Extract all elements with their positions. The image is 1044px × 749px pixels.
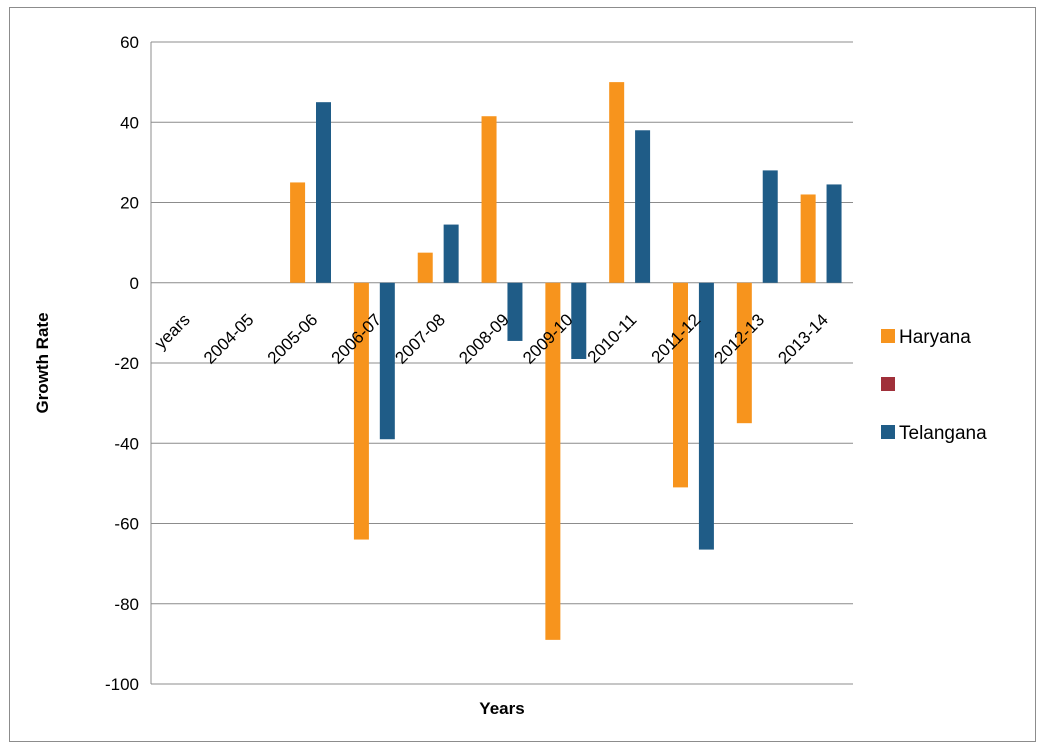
bar-haryana-2010-11 [609, 82, 625, 283]
category-label: 2010-11 [584, 310, 641, 367]
y-axis-title: Growth Rate [33, 312, 52, 413]
y-tick-label: -80 [114, 595, 139, 614]
bar-telangana-2009-10 [571, 282, 587, 359]
bar-telangana-2012-13 [762, 170, 778, 283]
y-tick-label: -40 [114, 434, 139, 453]
x-axis-title: Years [479, 699, 524, 718]
legend-label: Telangana [899, 423, 987, 444]
bar-haryana-2009-10 [545, 282, 561, 640]
bar-haryana-2013-14 [800, 194, 816, 283]
legend-swatch [881, 425, 895, 439]
y-tick-label: -100 [105, 675, 139, 694]
category-labels: years 2004-05 2005-06 2006-07 2007-08 2008-09… [151, 310, 832, 368]
category-label: 2013-14 [774, 310, 832, 368]
category-label: 2004-05 [200, 310, 258, 368]
bar-telangana-2013-14 [826, 184, 842, 283]
legend-swatch [881, 329, 895, 343]
bar-haryana-2011-12 [673, 282, 688, 488]
category-label: 2007-08 [391, 310, 449, 368]
bar-telangana-2007-08 [443, 224, 459, 283]
y-tick-label: 40 [120, 113, 139, 132]
category-label: 2008-09 [455, 310, 513, 368]
bar-haryana-2005-06 [290, 182, 306, 283]
bar-haryana-2012-13 [736, 282, 752, 424]
grid-layer [150, 41, 853, 685]
category-label: years [151, 310, 194, 353]
y-tick-label: 20 [120, 194, 139, 213]
y-tick-label: -20 [114, 354, 139, 373]
chart-frame: 60 40 20 0 -20 -40 -60 -80 -100 years 2004-05 2005… [9, 7, 1036, 742]
legend-swatch [881, 377, 895, 391]
bars-layer [290, 82, 842, 640]
bar-haryana-2006-07 [353, 282, 369, 540]
category-label: 2005-06 [264, 310, 322, 368]
y-tick-labels: 60 40 20 0 -20 -40 -60 -80 -100 [105, 33, 139, 694]
legend-item: Telangana [881, 423, 987, 444]
bar-haryana-2008-09 [481, 116, 497, 283]
bar-telangana-2010-11 [635, 130, 651, 283]
bar-haryana-2007-08 [417, 252, 433, 283]
bar-telangana-2006-07 [379, 282, 395, 440]
bar-telangana-2005-06 [316, 102, 331, 283]
legend-item: Haryana [881, 327, 971, 348]
y-tick-label: -60 [114, 515, 139, 534]
legend: Haryana Telangana [881, 327, 987, 444]
y-tick-label: 60 [120, 33, 139, 52]
legend-item [881, 377, 895, 391]
bar-chart: 60 40 20 0 -20 -40 -60 -80 -100 years 2004-05 2005… [33, 33, 987, 718]
bar-telangana-2011-12 [698, 282, 714, 550]
y-tick-label: 0 [130, 274, 139, 293]
bar-telangana-2008-09 [507, 282, 523, 341]
legend-label: Haryana [899, 327, 971, 348]
